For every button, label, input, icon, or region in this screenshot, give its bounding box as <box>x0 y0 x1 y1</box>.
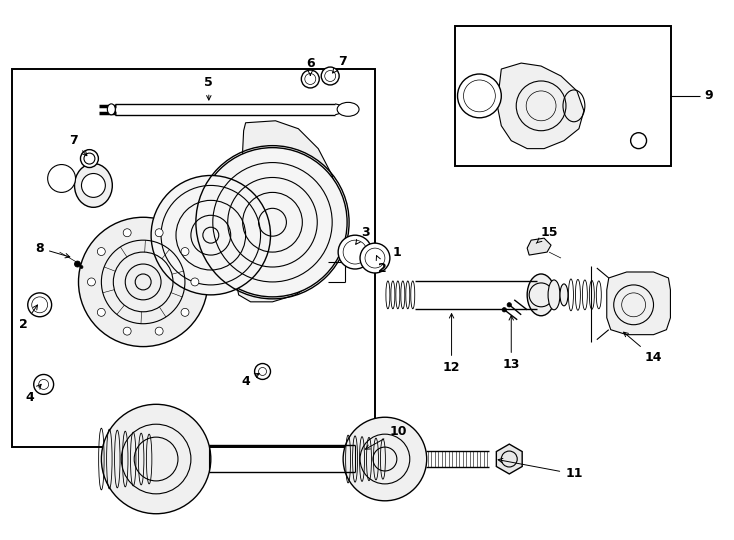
Circle shape <box>502 308 506 312</box>
Ellipse shape <box>548 280 560 310</box>
Text: 5: 5 <box>205 77 213 100</box>
Text: 8: 8 <box>35 241 70 258</box>
Circle shape <box>39 380 48 389</box>
Circle shape <box>98 247 105 255</box>
Ellipse shape <box>107 104 115 115</box>
Bar <box>12 69 375 447</box>
Text: 4: 4 <box>26 384 41 404</box>
Circle shape <box>151 176 271 295</box>
Polygon shape <box>236 121 338 302</box>
Text: 15: 15 <box>537 226 558 244</box>
Text: 7: 7 <box>333 55 346 73</box>
Circle shape <box>155 229 163 237</box>
Circle shape <box>84 153 95 164</box>
Polygon shape <box>527 238 551 255</box>
Circle shape <box>48 165 76 192</box>
Circle shape <box>81 173 106 198</box>
Circle shape <box>155 327 163 335</box>
Circle shape <box>255 363 271 380</box>
Circle shape <box>457 74 501 118</box>
Circle shape <box>75 261 81 267</box>
Text: 1: 1 <box>393 246 401 259</box>
Circle shape <box>123 327 131 335</box>
Text: 6: 6 <box>306 57 315 76</box>
Circle shape <box>34 374 54 394</box>
Circle shape <box>181 247 189 255</box>
Bar <box>454 26 672 166</box>
Circle shape <box>191 278 199 286</box>
Circle shape <box>181 308 189 316</box>
Circle shape <box>258 368 266 375</box>
Circle shape <box>87 278 95 286</box>
Circle shape <box>79 217 208 347</box>
Circle shape <box>80 266 83 268</box>
Text: 9: 9 <box>704 90 713 103</box>
Text: 3: 3 <box>356 226 369 244</box>
Text: 14: 14 <box>624 332 662 364</box>
Circle shape <box>324 71 335 82</box>
Circle shape <box>81 150 98 167</box>
Text: 4: 4 <box>241 374 259 388</box>
Text: 2: 2 <box>377 255 386 274</box>
Circle shape <box>28 293 51 317</box>
Polygon shape <box>498 63 584 149</box>
Circle shape <box>343 240 367 264</box>
Circle shape <box>101 404 211 514</box>
Ellipse shape <box>337 103 359 116</box>
Text: 11: 11 <box>498 458 583 481</box>
Circle shape <box>343 417 426 501</box>
Circle shape <box>463 80 495 112</box>
Text: 7: 7 <box>69 134 87 156</box>
Circle shape <box>360 243 390 273</box>
Circle shape <box>507 302 512 307</box>
Ellipse shape <box>75 164 112 207</box>
Circle shape <box>32 297 48 313</box>
Circle shape <box>365 248 385 268</box>
Circle shape <box>123 229 131 237</box>
Ellipse shape <box>527 274 555 316</box>
Circle shape <box>338 235 372 269</box>
Text: 2: 2 <box>19 305 37 331</box>
Text: 12: 12 <box>443 314 460 374</box>
Circle shape <box>198 147 347 297</box>
Polygon shape <box>607 272 670 335</box>
Text: 10: 10 <box>366 424 407 449</box>
Circle shape <box>631 133 647 149</box>
Circle shape <box>321 67 339 85</box>
Polygon shape <box>496 444 522 474</box>
Text: 13: 13 <box>503 316 520 371</box>
Ellipse shape <box>560 284 568 306</box>
Circle shape <box>98 308 105 316</box>
Circle shape <box>305 73 316 84</box>
Circle shape <box>302 70 319 88</box>
